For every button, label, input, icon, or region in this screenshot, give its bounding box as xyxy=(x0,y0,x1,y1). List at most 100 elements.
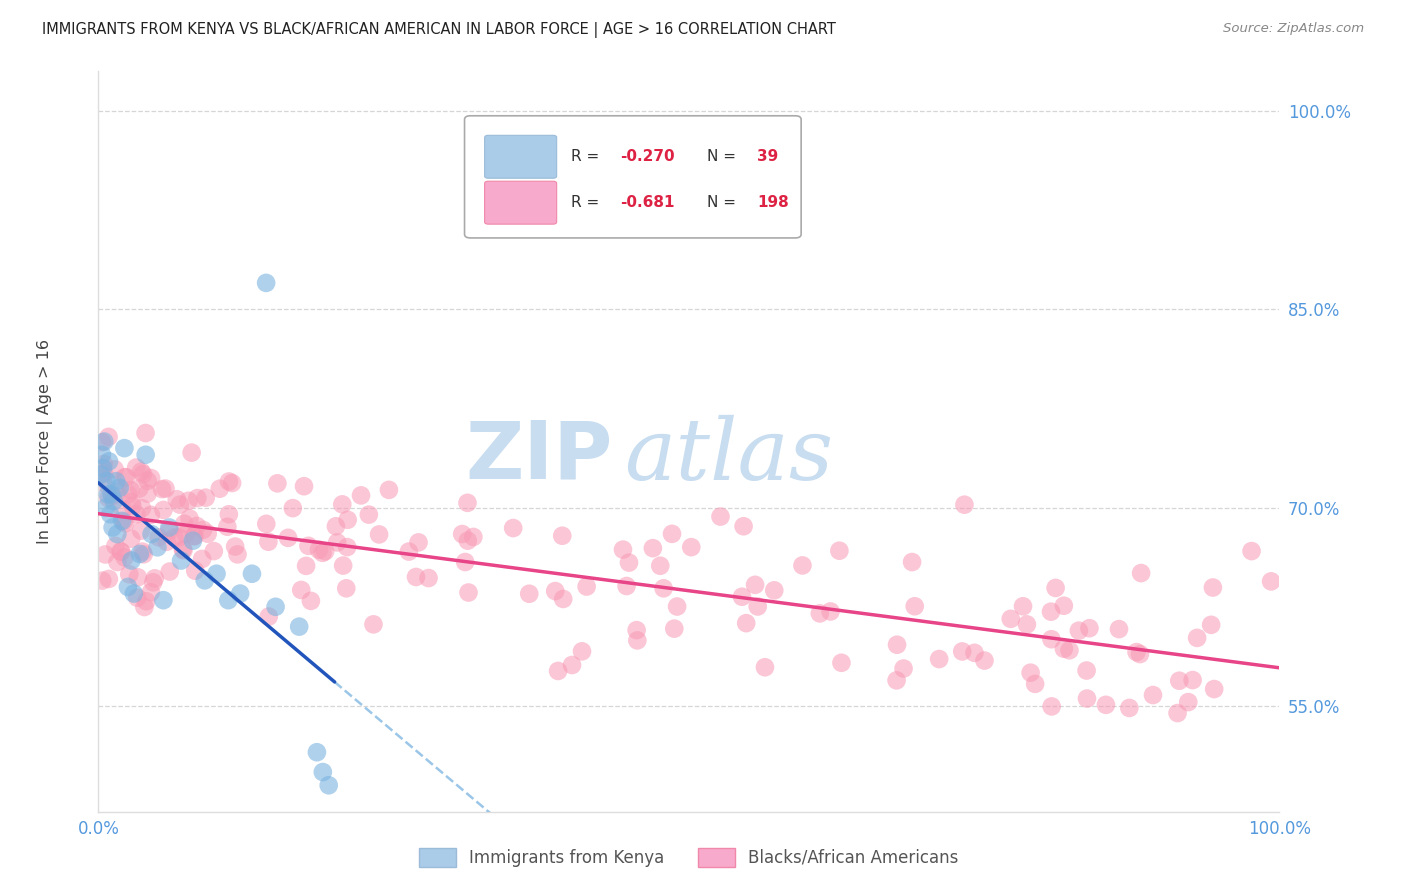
Point xyxy=(666,599,689,614)
Point xyxy=(1000,612,1022,626)
Point xyxy=(312,765,335,780)
Point xyxy=(336,513,359,527)
Point xyxy=(156,534,179,549)
Point xyxy=(114,550,136,565)
Point xyxy=(650,558,672,573)
Point xyxy=(973,654,995,668)
Point xyxy=(100,487,122,501)
Point xyxy=(904,599,927,614)
Point xyxy=(179,511,201,525)
Point xyxy=(111,514,134,528)
Point xyxy=(744,578,766,592)
Point xyxy=(163,531,186,545)
Point xyxy=(454,555,477,569)
Point xyxy=(1024,677,1046,691)
Point xyxy=(451,527,474,541)
Point xyxy=(93,467,115,481)
Point xyxy=(120,532,142,546)
Point xyxy=(114,516,136,531)
Point xyxy=(1168,673,1191,688)
Point xyxy=(681,540,703,554)
Point xyxy=(128,547,150,561)
Point xyxy=(457,496,479,510)
Point xyxy=(105,485,128,500)
FancyBboxPatch shape xyxy=(464,116,801,238)
Point xyxy=(571,644,593,658)
Point xyxy=(1019,665,1042,680)
Point xyxy=(104,462,127,476)
Point xyxy=(1129,647,1152,661)
Point xyxy=(91,574,114,588)
Point xyxy=(1204,681,1226,696)
Point xyxy=(553,591,575,606)
Point xyxy=(107,555,129,569)
Point xyxy=(103,494,125,508)
Point xyxy=(170,553,193,567)
Point xyxy=(112,514,135,528)
Text: N =: N = xyxy=(707,149,741,164)
FancyBboxPatch shape xyxy=(485,181,557,224)
Point xyxy=(240,566,263,581)
Point xyxy=(173,516,195,531)
Point xyxy=(131,501,153,516)
Point xyxy=(254,516,277,531)
Point xyxy=(735,616,758,631)
Point xyxy=(97,491,120,505)
Point xyxy=(1067,624,1090,638)
Point xyxy=(121,499,143,513)
Point xyxy=(141,527,163,541)
Point xyxy=(93,434,115,449)
Point xyxy=(94,500,117,515)
Point xyxy=(159,565,181,579)
Point xyxy=(292,479,315,493)
Point xyxy=(1260,574,1282,589)
Point xyxy=(886,638,908,652)
Point xyxy=(575,580,598,594)
Point xyxy=(110,545,132,559)
Point xyxy=(517,587,540,601)
Point xyxy=(125,460,148,475)
Point xyxy=(217,520,239,534)
Point xyxy=(363,617,385,632)
Point xyxy=(457,585,479,599)
Point xyxy=(101,520,124,534)
Point xyxy=(191,552,214,566)
Point xyxy=(266,476,288,491)
Point xyxy=(96,474,118,488)
Point xyxy=(108,481,131,495)
Point xyxy=(820,605,842,619)
Point xyxy=(1177,695,1199,709)
Point xyxy=(152,503,174,517)
Point xyxy=(139,508,162,522)
Point xyxy=(118,567,141,582)
Point xyxy=(1078,621,1101,635)
Point xyxy=(166,492,188,507)
Point xyxy=(135,594,157,608)
Point xyxy=(120,483,142,498)
Point xyxy=(114,470,136,484)
Text: -0.681: -0.681 xyxy=(620,195,675,211)
Point xyxy=(664,622,686,636)
Text: ZIP: ZIP xyxy=(465,417,612,495)
Point xyxy=(183,529,205,543)
Text: IMMIGRANTS FROM KENYA VS BLACK/AFRICAN AMERICAN IN LABOR FORCE | AGE > 16 CORREL: IMMIGRANTS FROM KENYA VS BLACK/AFRICAN A… xyxy=(42,22,837,38)
Point xyxy=(763,583,786,598)
Point xyxy=(224,540,246,554)
Point xyxy=(336,540,359,554)
Point xyxy=(281,501,304,516)
Point xyxy=(157,520,180,534)
Point xyxy=(709,509,731,524)
Point xyxy=(405,570,427,584)
Point xyxy=(183,529,205,543)
Point xyxy=(1053,599,1076,613)
Point xyxy=(129,465,152,479)
Point xyxy=(928,652,950,666)
Point xyxy=(186,491,208,505)
Point xyxy=(105,474,128,488)
Point xyxy=(202,544,225,558)
Point xyxy=(217,593,239,607)
Point xyxy=(652,582,675,596)
Point xyxy=(792,558,814,573)
Point xyxy=(264,599,287,614)
Point xyxy=(1076,691,1098,706)
